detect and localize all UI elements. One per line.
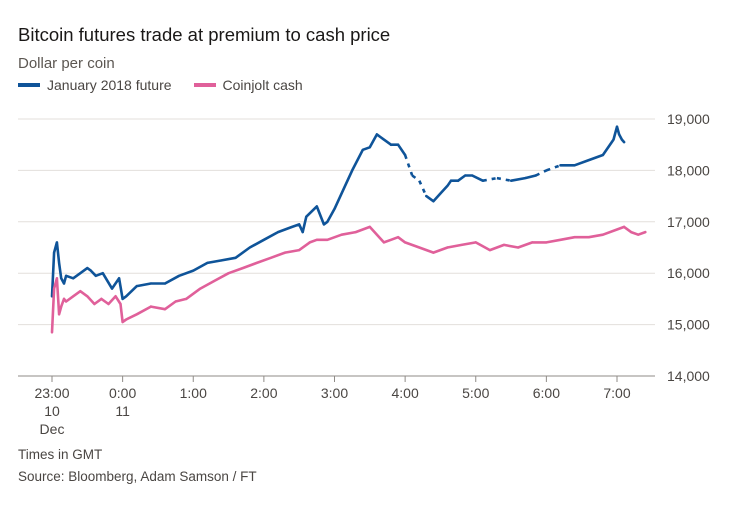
y-axis-unit-label: Dollar per coin bbox=[18, 55, 115, 72]
series-line-future-dashed bbox=[403, 154, 561, 197]
x-tick-label: 23:00 bbox=[34, 385, 69, 401]
y-tick-label: 19,000 bbox=[667, 111, 710, 127]
x-tick-label: 3:00 bbox=[321, 385, 348, 401]
x-tick-label: 7:00 bbox=[603, 385, 630, 401]
x-tick-label: 1:00 bbox=[180, 385, 207, 401]
x-tick-label: 6:00 bbox=[533, 385, 560, 401]
legend-label-cash: Coinjolt cash bbox=[222, 77, 303, 93]
x-tick-label: 11 bbox=[115, 403, 130, 419]
legend-swatch-cash bbox=[193, 83, 216, 87]
y-tick-label: 16,000 bbox=[667, 265, 710, 281]
x-tick-label: 4:00 bbox=[392, 385, 419, 401]
legend-item-future: January 2018 future bbox=[18, 77, 172, 93]
legend-label-future: January 2018 future bbox=[47, 77, 172, 93]
series-line-cash bbox=[50, 225, 647, 334]
x-tick-label: 0:00 bbox=[109, 385, 136, 401]
y-tick-label: 18,000 bbox=[667, 162, 710, 178]
x-tick-label: Dec bbox=[40, 421, 65, 437]
y-tick-label: 15,000 bbox=[667, 317, 710, 333]
legend: January 2018 future Coinjolt cash bbox=[18, 77, 325, 93]
x-tick-label: 10 bbox=[44, 403, 60, 419]
source-note: Source: Bloomberg, Adam Samson / FT bbox=[18, 469, 257, 484]
chart-title: Bitcoin futures trade at premium to cash… bbox=[18, 24, 391, 45]
x-tick-label: 2:00 bbox=[250, 385, 277, 401]
legend-item-cash: Coinjolt cash bbox=[193, 77, 303, 93]
y-tick-label: 17,000 bbox=[667, 214, 710, 230]
series-line-future bbox=[50, 125, 626, 301]
timezone-note: Times in GMT bbox=[18, 447, 103, 462]
legend-swatch-future bbox=[18, 83, 40, 87]
y-tick-label: 14,000 bbox=[667, 368, 710, 384]
x-tick-label: 5:00 bbox=[462, 385, 489, 401]
